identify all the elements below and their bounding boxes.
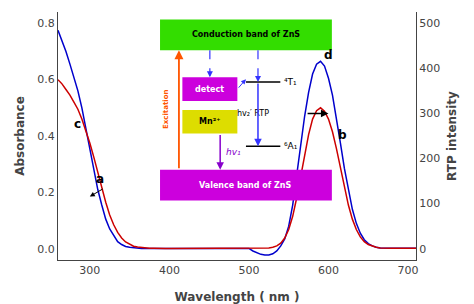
svg-text:500: 500 <box>238 264 259 277</box>
svg-text:Absorbance: Absorbance <box>13 96 27 176</box>
svg-text:300: 300 <box>419 107 440 120</box>
svg-text:500: 500 <box>419 17 440 30</box>
svg-text:100: 100 <box>419 197 440 210</box>
svg-text:Mn²⁺: Mn²⁺ <box>199 117 220 126</box>
svg-text:0: 0 <box>419 243 426 256</box>
svg-text:0.4: 0.4 <box>37 130 55 143</box>
svg-text:hv₁: hv₁ <box>226 147 241 157</box>
svg-text:detect: detect <box>195 85 224 94</box>
svg-text:Wavelength ( nm ): Wavelength ( nm ) <box>174 290 299 304</box>
svg-text:Conduction band of ZnS: Conduction band of ZnS <box>192 30 300 39</box>
svg-text:0.0: 0.0 <box>37 243 55 256</box>
svg-text:0.8: 0.8 <box>37 17 55 30</box>
svg-text:hv₂′ RTP: hv₂′ RTP <box>237 109 269 118</box>
svg-text:d: d <box>324 48 333 62</box>
svg-text:a: a <box>96 172 104 186</box>
svg-text:Excitation: Excitation <box>162 90 170 129</box>
svg-text:0.6: 0.6 <box>37 73 55 86</box>
svg-text:300: 300 <box>79 264 100 277</box>
svg-text:⁴T₁: ⁴T₁ <box>284 77 297 87</box>
svg-text:c: c <box>74 117 81 131</box>
svg-text:b: b <box>338 128 347 142</box>
svg-text:RTP intensity: RTP intensity <box>445 91 459 181</box>
svg-text:0.2: 0.2 <box>37 186 55 199</box>
svg-text:200: 200 <box>419 152 440 165</box>
svg-text:700: 700 <box>398 264 419 277</box>
svg-text:400: 400 <box>159 264 180 277</box>
svg-text:600: 600 <box>318 264 339 277</box>
svg-text:400: 400 <box>419 62 440 75</box>
svg-text:Valence band of ZnS: Valence band of ZnS <box>199 181 292 190</box>
svg-text:⁶A₁: ⁶A₁ <box>284 141 298 151</box>
